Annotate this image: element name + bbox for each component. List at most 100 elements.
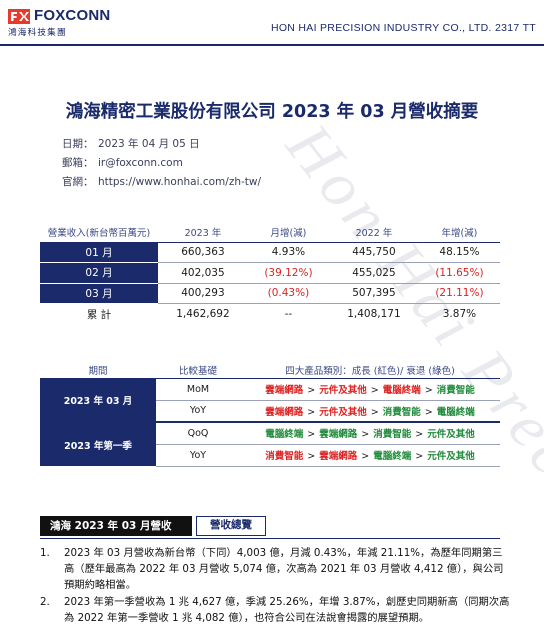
period-label: 2023 年第一季 <box>40 422 156 466</box>
revenue-header-row: 營業收入(新台幣百萬元) 2023 年 月增(減) 2022 年 年增(減) <box>40 222 500 243</box>
category-label: 雲端網路 <box>319 451 358 462</box>
category-label: 消費智能 <box>373 429 412 441</box>
company-english-name: HON HAI PRECISION INDUSTRY CO., LTD. 231… <box>270 22 536 34</box>
category-label: 雲端網路 <box>265 406 304 418</box>
revenue-2023: 402,035 <box>158 262 248 284</box>
period-label: 2023 年 03 月 <box>40 378 156 422</box>
basis-label: MoM <box>156 378 240 401</box>
revenue-2022: 455,025 <box>328 262 419 284</box>
summary-item-text: 2023 年 03 月營收為新台幣（下同）4,003 億，月減 0.43%，年減… <box>64 547 504 591</box>
revenue-2023: 400,293 <box>158 283 248 304</box>
separator-arrow: > <box>307 406 316 418</box>
category-label: 消費智能 <box>382 406 421 418</box>
meta-email-link[interactable]: ir@foxconn.com <box>98 157 183 169</box>
basis-label: YoY <box>156 400 240 423</box>
month-label: 02 月 <box>40 262 158 284</box>
category-label: 元件及其他 <box>319 385 367 396</box>
revenue-mom: (0.43%) <box>247 283 329 304</box>
summary-item-number: 1. <box>40 547 50 559</box>
product-category-table: 期間 比較基礎 四大產品類別：成長 (紅色)/ 衰退 (綠色) 2023 年 0… <box>40 362 500 467</box>
logo-subtitle: 鴻海科技集團 <box>8 28 67 38</box>
summary-item-number: 2. <box>40 596 50 608</box>
total-2022: 1,408,171 <box>328 303 419 324</box>
meta-email-label: 郵箱： <box>62 157 94 169</box>
revenue-yoy: (11.65%) <box>418 262 500 284</box>
summary-item-2: 2. 2023 年第一季營收為 1 兆 4,627 億，季減 25.26%，年增… <box>40 594 510 626</box>
meta-date-value: 2023 年 04 月 05 日 <box>98 138 200 150</box>
revenue-2022: 507,395 <box>328 283 419 304</box>
category-label: 電腦終端 <box>436 406 475 418</box>
revenue-col-mom: 月增(減) <box>247 222 329 243</box>
separator-arrow: > <box>370 385 379 396</box>
meta-website-label: 官網： <box>62 176 94 188</box>
separator-arrow: > <box>415 429 424 441</box>
category-label: 電腦終端 <box>373 451 412 462</box>
summary-title: 鴻海 2023 年 03 月營收 <box>40 516 192 536</box>
separator-arrow: > <box>370 406 379 418</box>
category-col-basis: 比較基礎 <box>156 362 240 379</box>
revenue-col-unit: 營業收入(新台幣百萬元) <box>40 222 158 243</box>
meta-date-label: 日期： <box>62 138 94 150</box>
table-row: 2023 年第一季 QoQ 電腦終端 > 雲端網路 > 消費智能 > 元件及其他 <box>40 422 500 466</box>
category-sequence: 雲端網路 > 元件及其他 > 電腦終端 > 消費智能 <box>240 378 500 401</box>
category-label: 元件及其他 <box>427 429 475 441</box>
category-label: 電腦終端 <box>382 385 421 396</box>
separator-arrow: > <box>424 385 433 396</box>
revenue-total-row: 累 計 1,462,692 -- 1,408,171 3.87% <box>40 303 500 324</box>
total-mom: -- <box>247 303 329 324</box>
header-divider <box>0 44 544 46</box>
revenue-col-yoy: 年增(減) <box>418 222 500 243</box>
summary-item-text: 2023 年第一季營收為 1 兆 4,627 億，季減 25.26%，年增 3.… <box>64 596 510 624</box>
revenue-2022: 445,750 <box>328 242 419 263</box>
separator-arrow: > <box>361 429 370 441</box>
revenue-col-2022: 2022 年 <box>328 222 419 243</box>
revenue-yoy: 48.15% <box>418 242 500 263</box>
table-row: 01 月 660,363 4.93% 445,750 48.15% <box>40 242 500 263</box>
table-row: 03 月 400,293 (0.43%) 507,395 (21.11%) <box>40 283 500 304</box>
category-label: 雲端網路 <box>265 385 304 396</box>
category-sequence: 消費智能 > 雲端網路 > 電腦終端 > 元件及其他 <box>240 444 500 467</box>
meta-website: 官網： https://www.honhai.com/zh-tw/ <box>62 174 261 189</box>
category-label: 雲端網路 <box>319 429 358 441</box>
meta-email: 郵箱： ir@foxconn.com <box>62 155 183 170</box>
page-title: 鴻海精密工業股份有限公司 2023 年 03 月營收摘要 <box>65 102 479 122</box>
category-sequence: 雲端網路 > 元件及其他 > 消費智能 > 電腦終端 <box>240 400 500 423</box>
category-col-products: 四大產品類別：成長 (紅色)/ 衰退 (綠色) <box>240 362 500 379</box>
category-header-row: 期間 比較基礎 四大產品類別：成長 (紅色)/ 衰退 (綠色) <box>40 362 500 379</box>
table-row: YoY 雲端網路 > 元件及其他 > 消費智能 > 電腦終端 <box>40 400 500 423</box>
total-yoy: 3.87% <box>418 303 500 324</box>
basis-label: QoQ <box>156 422 240 445</box>
category-col-period: 期間 <box>40 362 156 379</box>
total-label: 累 計 <box>40 303 158 324</box>
revenue-col-2023: 2023 年 <box>158 222 248 243</box>
separator-arrow: > <box>307 429 316 441</box>
revenue-mom: (39.12%) <box>247 262 329 284</box>
total-2023: 1,462,692 <box>158 303 248 324</box>
category-label: 消費智能 <box>436 385 475 396</box>
basis-label: YoY <box>156 444 240 467</box>
category-label: 元件及其他 <box>427 451 475 462</box>
separator-arrow: > <box>307 451 316 462</box>
separator-arrow: > <box>424 406 433 418</box>
summary-tab: 營收總覽 <box>196 516 266 536</box>
logo-word: FOXCONN <box>34 7 111 24</box>
category-label: 元件及其他 <box>319 406 367 418</box>
table-row: 02 月 402,035 (39.12%) 455,025 (11.65%) <box>40 262 500 284</box>
header: FOXCONN 鴻海科技集團 HON HAI PRECISION INDUSTR… <box>0 0 544 44</box>
meta-website-link[interactable]: https://www.honhai.com/zh-tw/ <box>98 176 262 188</box>
category-sequence: 電腦終端 > 雲端網路 > 消費智能 > 元件及其他 <box>240 422 500 445</box>
meta-date: 日期： 2023 年 04 月 05 日 <box>62 136 200 151</box>
table-row: YoY 消費智能 > 雲端網路 > 電腦終端 > 元件及其他 <box>40 444 500 467</box>
revenue-2023: 660,363 <box>158 242 248 263</box>
revenue-yoy: (21.11%) <box>418 283 500 304</box>
separator-arrow: > <box>361 451 370 462</box>
category-label: 電腦終端 <box>265 429 304 441</box>
category-label: 消費智能 <box>265 451 304 462</box>
monthly-revenue-table: 營業收入(新台幣百萬元) 2023 年 月增(減) 2022 年 年增(減) 0… <box>40 222 500 324</box>
separator-arrow: > <box>307 385 316 396</box>
revenue-mom: 4.93% <box>247 242 329 263</box>
table-row: 2023 年 03 月 MoM 雲端網路 > 元件及其他 > 電腦終端 > 消費智能 <box>40 378 500 422</box>
separator-arrow: > <box>415 451 424 462</box>
summary-divider <box>40 538 500 539</box>
summary-item-1: 1. 2023 年 03 月營收為新台幣（下同）4,003 億，月減 0.43%… <box>40 545 510 593</box>
